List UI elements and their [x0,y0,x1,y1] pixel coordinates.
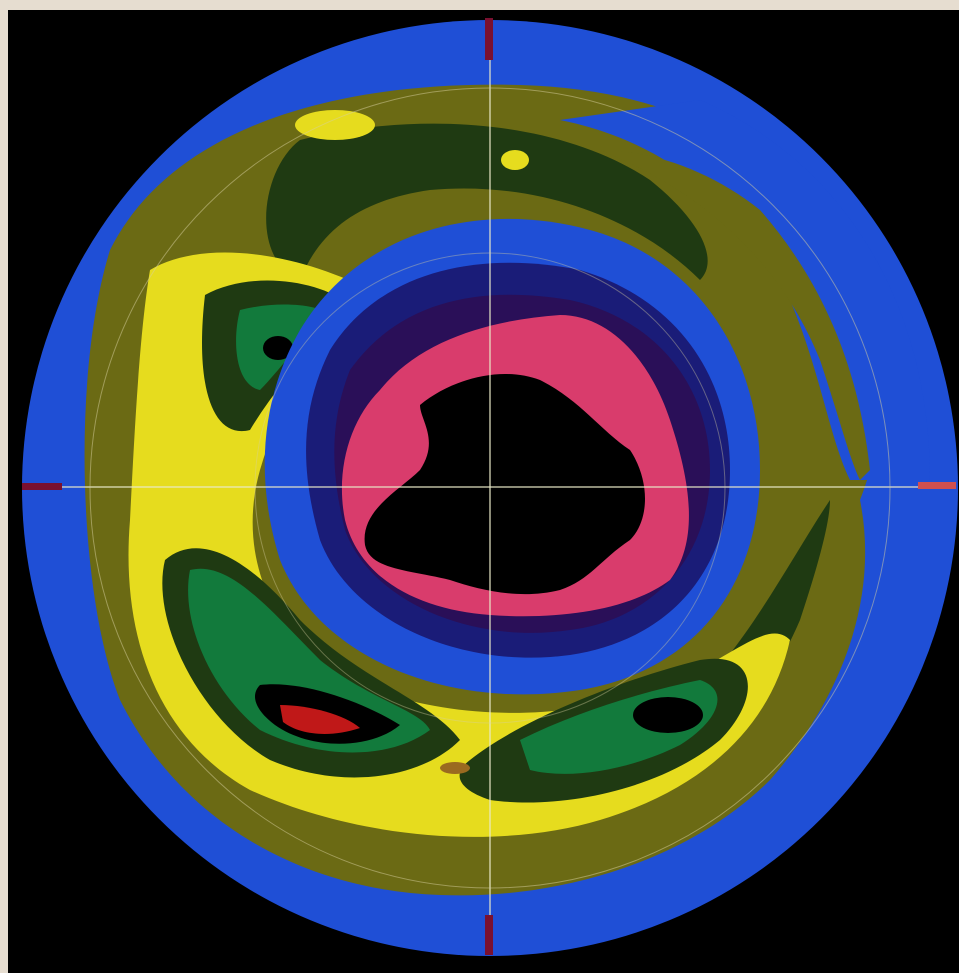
high-peak [280,705,360,734]
east-tick [918,482,956,489]
top-border [0,0,959,10]
small-patch [440,762,470,774]
north-tick [485,18,493,60]
south-tick [485,915,493,955]
green-high [188,568,430,753]
olive-strip [600,150,870,480]
hole-core [364,374,645,595]
dark-green-north [266,123,708,280]
high-core [263,336,293,360]
west-tick [22,483,62,490]
yellow-patch [295,110,375,140]
high-core [633,697,703,733]
left-border [0,0,8,973]
yellow-patch [501,150,529,170]
latitude-circle [254,252,726,724]
latitude-circle [89,87,891,889]
